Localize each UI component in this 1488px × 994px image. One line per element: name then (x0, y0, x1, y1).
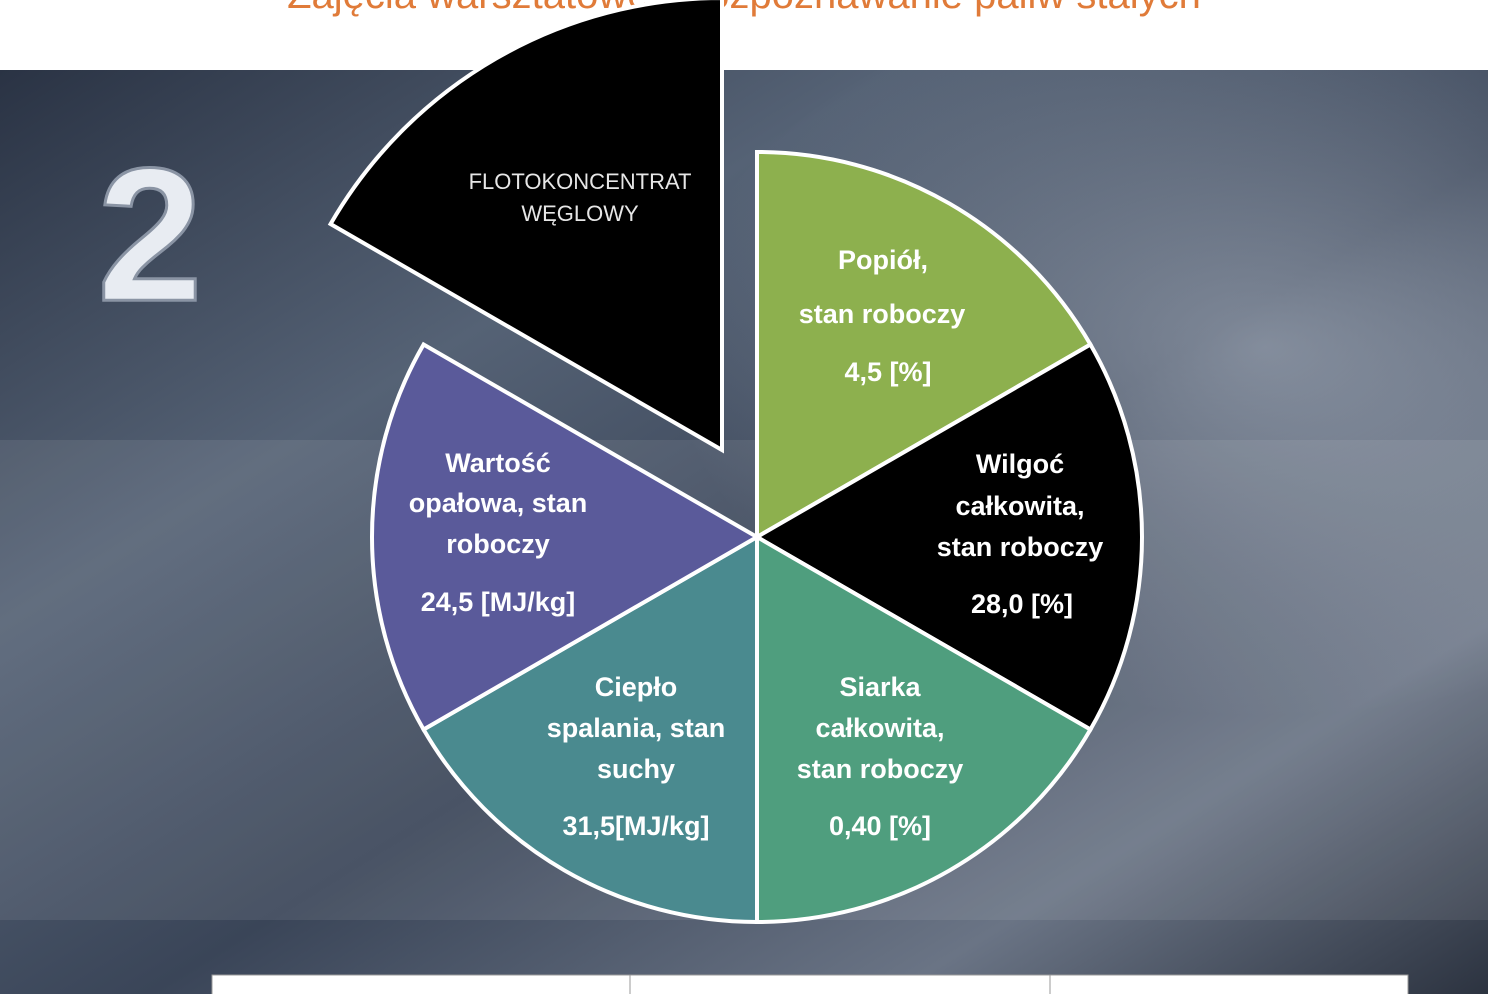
sector-label: 31,5[MJ/kg] (562, 811, 709, 841)
sector-label: całkowita, (955, 491, 1084, 521)
sector-label: spalania, stan (547, 713, 726, 743)
sector-label: 0,40 [%] (829, 811, 931, 841)
center-label: WĘGLOWY (521, 201, 639, 226)
sector-label: 28,0 [%] (971, 589, 1073, 619)
sector-label: 4,5 [%] (844, 357, 931, 387)
sector-label: roboczy (446, 529, 550, 559)
sector-label: 24,5 [MJ/kg] (421, 587, 576, 617)
table-row (212, 975, 1408, 994)
sector-label: stan roboczy (797, 754, 964, 784)
sector-label: Popiół, (838, 245, 928, 275)
sector-label: całkowita, (815, 713, 944, 743)
sector-label: Siarka (839, 672, 921, 702)
sector-label: stan roboczy (937, 532, 1104, 562)
sector-label: stan roboczy (799, 299, 966, 329)
slide-title: Zajęcia warsztatowe – rozpoznawanie pali… (287, 0, 1201, 17)
sector-label: Wartość (445, 448, 551, 478)
center-label: FLOTOKONCENTRAT (469, 169, 692, 194)
slide-number: 2 (97, 129, 203, 341)
sector-label: Ciepło (595, 672, 678, 702)
sector-label: Wilgoć (976, 449, 1064, 479)
page: Zajęcia warsztatowe – rozpoznawanie pali… (0, 0, 1488, 994)
sector-label: suchy (597, 754, 675, 784)
sector-label: opałowa, stan (409, 488, 588, 518)
table-header (212, 975, 1408, 994)
slide: Zajęcia warsztatowe – rozpoznawanie pali… (0, 0, 1488, 994)
